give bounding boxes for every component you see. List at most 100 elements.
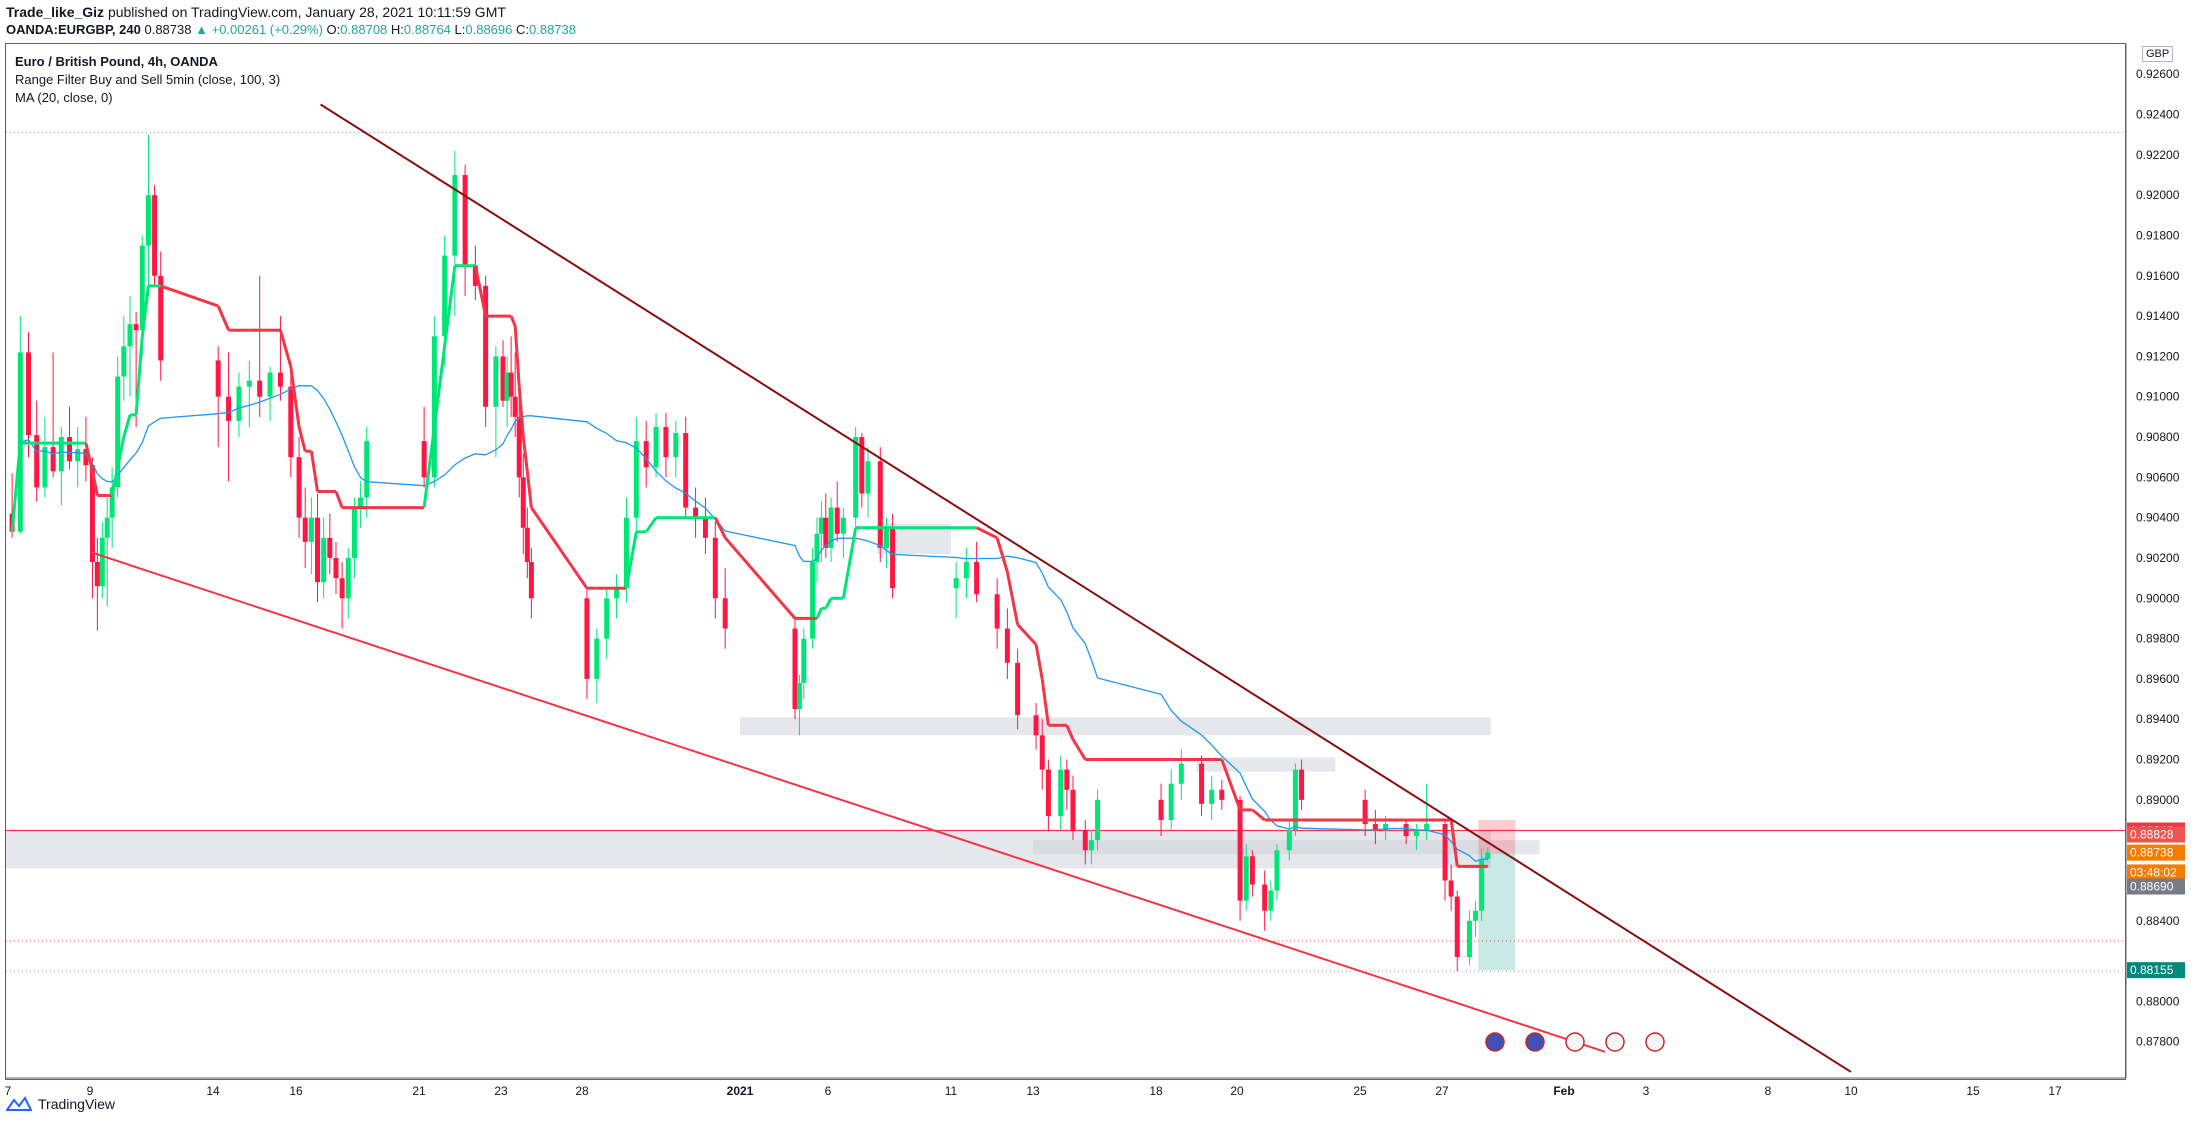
candle-body xyxy=(327,537,333,558)
candle-body xyxy=(524,527,530,563)
time-tick-label: 14 xyxy=(206,1084,220,1098)
time-tick-label: 23 xyxy=(494,1084,508,1098)
price-label-text: 03:48:02 xyxy=(2130,865,2177,879)
candle-body xyxy=(1070,789,1076,831)
candle-body xyxy=(1015,662,1021,716)
candle-body xyxy=(834,507,840,534)
candle-body xyxy=(1372,824,1378,831)
candle-body xyxy=(859,437,865,494)
candle-body xyxy=(152,195,158,276)
time-tick-label: 27 xyxy=(1435,1084,1449,1098)
publish-info: published on TradingView.com, January 28… xyxy=(107,4,506,20)
economic-event-icon[interactable] xyxy=(1605,1032,1625,1052)
range-filter-segment xyxy=(1220,758,1242,811)
range-filter-segment xyxy=(975,526,998,540)
price-tick-label: 0.90200 xyxy=(2136,551,2180,565)
candle-body xyxy=(89,465,95,563)
candle-body xyxy=(792,628,798,710)
candle-body xyxy=(818,517,824,534)
currency-badge[interactable]: GBP xyxy=(2142,46,2174,62)
candle-body xyxy=(663,426,669,458)
ohlc-line: OANDA:EURGBP, 240 0.88738 ▲ +0.00261 (+0… xyxy=(6,22,576,37)
legend-indicator-ma[interactable]: MA (20, close, 0) xyxy=(15,90,113,105)
candle-body xyxy=(493,356,499,407)
range-filter-segment xyxy=(724,536,797,620)
range-filter-segment xyxy=(443,265,457,347)
event-flag-icon xyxy=(1605,1032,1625,1052)
candle-body xyxy=(1403,824,1409,837)
economic-event-icon[interactable] xyxy=(1565,1032,1585,1052)
tradingview-logo-icon xyxy=(6,1096,32,1111)
candle-body xyxy=(364,441,370,498)
brand-name[interactable]: TradingView xyxy=(38,1096,116,1112)
candle-body xyxy=(504,372,510,401)
candle-body xyxy=(828,507,834,548)
low-label: L: xyxy=(454,22,466,37)
candle-body xyxy=(1033,715,1039,736)
candle-body xyxy=(315,517,321,583)
candle-body xyxy=(1199,763,1205,804)
range-filter-segment xyxy=(91,471,99,496)
candle-body xyxy=(814,533,820,563)
range-filter-segment xyxy=(644,516,658,533)
candle-body xyxy=(94,562,100,587)
price-label-box xyxy=(2127,878,2185,895)
range-filter-segment xyxy=(84,442,94,472)
range-filter-segment xyxy=(517,386,525,438)
author-name[interactable]: Trade_like_Giz xyxy=(6,4,105,20)
candle-body xyxy=(288,386,294,458)
range-filter-segment xyxy=(530,506,589,590)
candle-body xyxy=(1219,789,1225,800)
range-filter-segment xyxy=(1005,571,1020,625)
candle-body xyxy=(840,517,846,534)
range-filter-segment xyxy=(815,607,823,620)
range-filter-segment xyxy=(216,305,230,331)
candle-body xyxy=(1479,860,1485,911)
candle-body xyxy=(1268,890,1274,911)
price-label-box xyxy=(2127,864,2185,881)
range-filter-segment xyxy=(10,442,22,532)
candle-body xyxy=(1209,789,1215,804)
close-value: 0.88738 xyxy=(529,22,576,37)
price-tick-label: 0.89000 xyxy=(2136,793,2180,807)
price-tick-label: 0.89200 xyxy=(2136,753,2180,767)
change-value: +0.00261 (+0.29%) xyxy=(211,22,323,37)
candle-body xyxy=(109,487,115,518)
price-label-text: 0.88828 xyxy=(2130,828,2174,842)
close-label: C: xyxy=(516,22,529,37)
candle-body xyxy=(462,175,468,266)
price-tick-label: 0.89600 xyxy=(2136,672,2180,686)
time-tick-label: 8 xyxy=(1765,1084,1772,1098)
candle-body xyxy=(215,360,221,397)
candle-body xyxy=(974,562,980,595)
range-filter-segment xyxy=(473,265,488,317)
price-tick-label: 0.90600 xyxy=(2136,470,2180,484)
candle-body xyxy=(351,507,357,558)
range-filter-segment xyxy=(140,285,150,337)
target-zone xyxy=(1478,852,1516,971)
candle-body xyxy=(472,265,478,286)
economic-event-icon[interactable] xyxy=(1525,1032,1545,1052)
candle-body xyxy=(158,275,164,361)
range-filter-segment xyxy=(278,329,293,367)
candle-body xyxy=(1424,824,1430,831)
candle-body xyxy=(693,507,699,518)
sr-zone xyxy=(740,717,1491,736)
price-tick-label: 0.89400 xyxy=(2136,712,2180,726)
last-price: 0.88738 xyxy=(144,22,192,37)
range-filter-segment xyxy=(1034,644,1044,680)
candle-body xyxy=(963,562,969,579)
candle-body xyxy=(953,578,959,589)
candle-body xyxy=(1413,830,1419,837)
candle-body xyxy=(1039,735,1045,770)
publish-line: Trade_like_Giz published on TradingView.… xyxy=(6,4,506,20)
time-tick-label: 2021 xyxy=(727,1084,754,1098)
candle-body xyxy=(614,588,620,599)
legend-indicator-range-filter[interactable]: Range Filter Buy and Sell 5min (close, 1… xyxy=(15,72,281,87)
economic-event-icon[interactable] xyxy=(1485,1032,1505,1052)
candle-body xyxy=(1158,799,1164,821)
candle-body xyxy=(226,396,232,421)
economic-event-icon[interactable] xyxy=(1645,1032,1665,1052)
event-flag-icon xyxy=(1645,1032,1665,1052)
